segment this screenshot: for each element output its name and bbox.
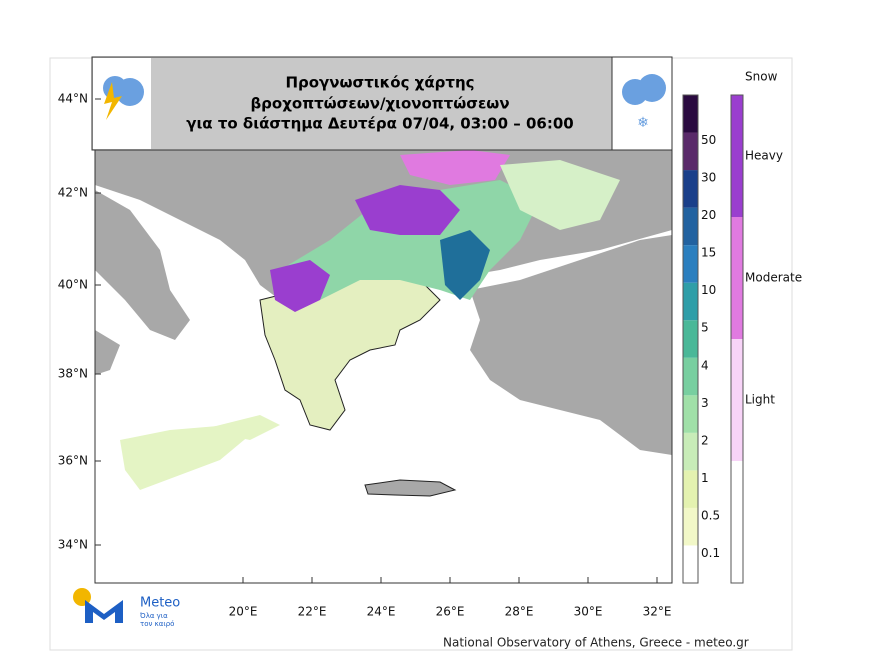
- rain-legend-label: 50: [701, 133, 716, 147]
- rain-colorbar-segment: [683, 170, 698, 208]
- lat-label: 34°N: [58, 538, 88, 552]
- rain-legend-label: 1: [701, 471, 709, 485]
- title-line: για το διάστημα Δευτέρα 07/04, 03:00 – 0…: [186, 115, 574, 133]
- rain-colorbar-segment: [683, 357, 698, 396]
- italy-land: [95, 190, 190, 340]
- logo-tagline: τον καιρό: [140, 620, 174, 628]
- lat-label: 42°N: [58, 186, 88, 200]
- snow-area: [355, 185, 460, 235]
- rain-area: [200, 415, 280, 440]
- rain-legend-label: 2: [701, 433, 709, 447]
- logo-mark: [85, 600, 123, 623]
- footer: National Observatory of Athens, Greece -…: [443, 636, 749, 650]
- rain-colorbar-frame: [682, 94, 699, 584]
- snow-colorbar-frame: [730, 94, 744, 584]
- lon-label: 20°E: [229, 605, 258, 619]
- lon-label: 24°E: [367, 605, 396, 619]
- snow-area: [270, 260, 330, 312]
- lat-label: 36°N: [58, 454, 88, 468]
- snowflake-icon: ❄: [637, 115, 649, 131]
- storm-icon: [116, 78, 144, 106]
- snow-legend-label: Moderate: [745, 271, 802, 285]
- snow-icon: [638, 74, 666, 102]
- rain-legend-label: 30: [701, 171, 716, 185]
- logo-tagline: Όλα για: [139, 612, 168, 620]
- rain-legend-label: 20: [701, 208, 716, 222]
- snow-legend-label: Heavy: [745, 149, 783, 163]
- crete: [364, 479, 457, 497]
- rain-colorbar-segment: [683, 395, 698, 433]
- logo: Meteo Όλα για τον καιρό: [73, 588, 180, 628]
- lon-label: 30°E: [574, 605, 603, 619]
- rain-colorbar-segment: [683, 470, 698, 508]
- rain-legend-label: 4: [701, 358, 709, 372]
- lightning-icon: [104, 82, 122, 120]
- snow-colorbar-segment: [731, 461, 743, 583]
- rain-colorbar-segment: [683, 432, 698, 471]
- lon-label: 28°E: [505, 605, 534, 619]
- title-line: Προγνωστικός χάρτης: [285, 74, 474, 92]
- turkey-land: [470, 235, 672, 455]
- rain-legend-label: 3: [701, 396, 709, 410]
- snow-legend: Snow: [745, 70, 778, 84]
- rain-colorbar-segment: [683, 207, 698, 246]
- title-line: βροχοπτώσεων/χιονοπτώσεων: [250, 95, 509, 113]
- rain-legend-label: 5: [701, 321, 709, 335]
- rain-legend-label: 0.5: [701, 508, 720, 522]
- snow-colorbar-segment: [731, 217, 743, 339]
- logo-name: Meteo: [140, 596, 180, 611]
- lat-label: 40°N: [58, 278, 88, 292]
- lat-label: 38°N: [58, 367, 88, 381]
- lon-label: 22°E: [298, 605, 327, 619]
- rain-legend-label: 15: [701, 246, 716, 260]
- rain-colorbar-segment: [683, 282, 698, 321]
- rain-colorbar-segment: [683, 95, 698, 133]
- sicily-land: [95, 330, 120, 375]
- rain-colorbar-segment: [683, 545, 698, 583]
- rain-area: [500, 160, 620, 230]
- title-box: ❄ Προγνωστικός χάρτης βροχοπτώσεων/χιονο…: [91, 56, 673, 151]
- lon-label: 26°E: [436, 605, 465, 619]
- rain-legend-label: 0.1: [701, 546, 720, 560]
- snow-area: [400, 150, 510, 185]
- rain-colorbar-segment: [683, 245, 698, 283]
- snow-legend-label: Light: [745, 393, 775, 407]
- rain-area: [120, 425, 250, 490]
- snow-colorbar-segment: [731, 95, 743, 217]
- title-background: [91, 56, 613, 151]
- rain-colorbar-segment: [683, 132, 698, 171]
- rain-colorbar-segment: [683, 507, 698, 546]
- snow-icon-box: [611, 56, 673, 151]
- rain-colorbar-segment: [683, 320, 698, 358]
- snow-legend-title: Snow: [745, 70, 778, 84]
- storm-icon-box: [93, 58, 151, 149]
- lat-label: 44°N: [58, 92, 88, 106]
- rain-area: [440, 230, 490, 300]
- lon-label: 32°E: [643, 605, 672, 619]
- snow-colorbar-segment: [731, 339, 743, 461]
- rain-legend-label: 10: [701, 283, 716, 297]
